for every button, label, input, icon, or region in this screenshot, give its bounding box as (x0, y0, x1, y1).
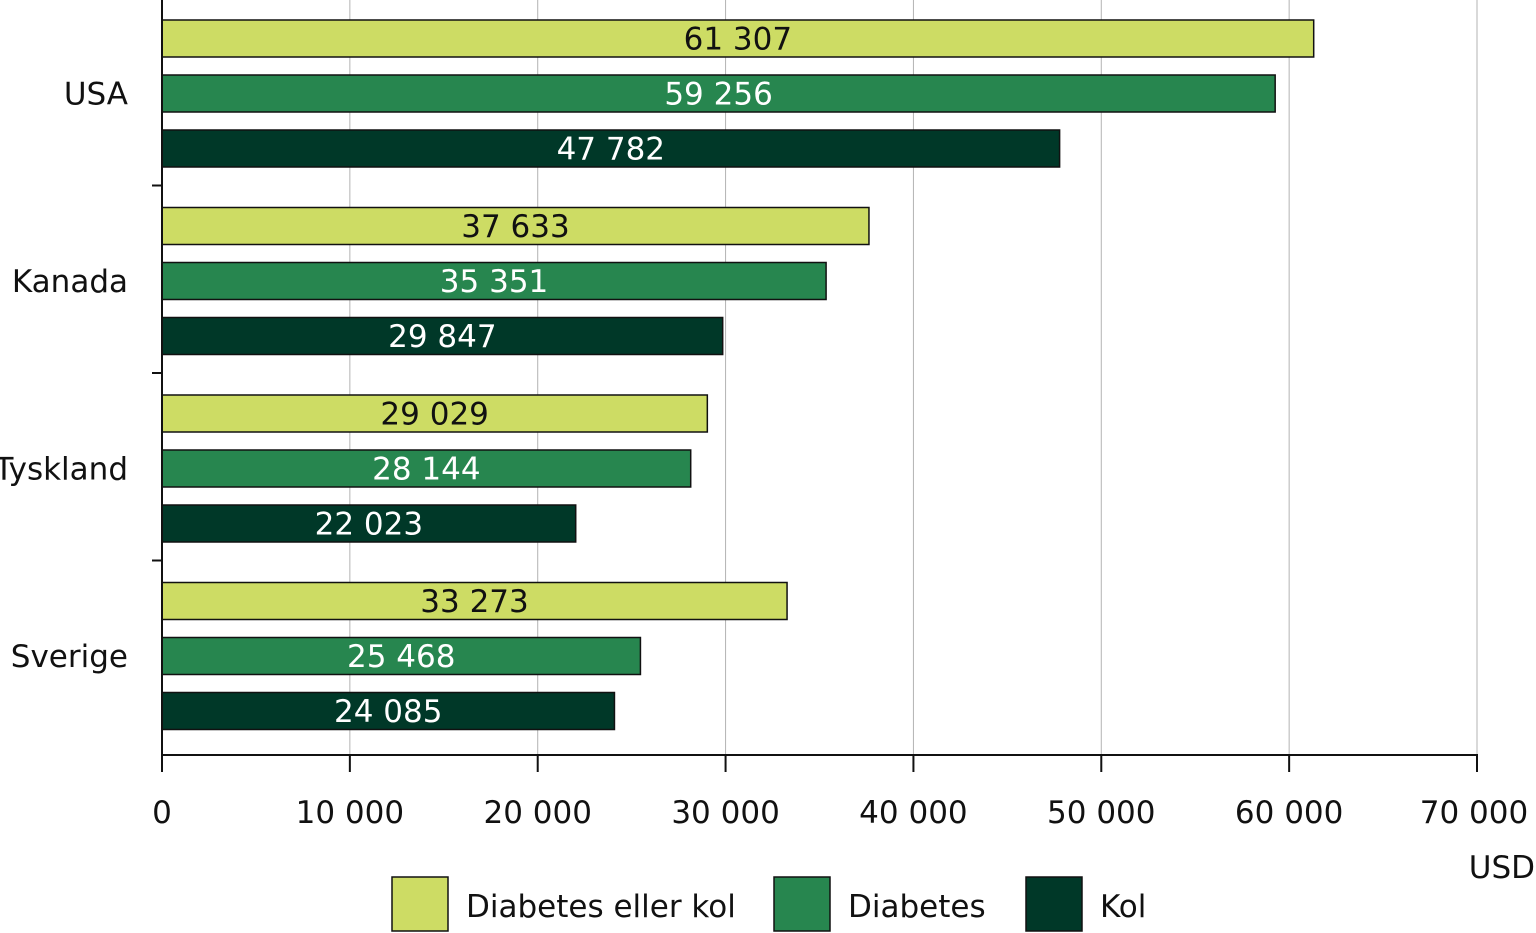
bar (161, 449, 692, 488)
gridlines (349, 0, 1478, 755)
bar-value-label: 61 307 (684, 22, 792, 58)
x-tick-label: 50 000 (1047, 795, 1155, 831)
category-label: Kanada (12, 264, 128, 300)
bars: 61 307 59 256 47 782 37 633 35 351 29 847 29 0… (161, 19, 1315, 731)
axes (152, 0, 1478, 772)
bar (161, 129, 1061, 168)
bar (161, 316, 724, 356)
bar-value-label: 47 782 (557, 132, 665, 168)
legend: Diabetes eller kol Diabetes Kol (391, 876, 1146, 932)
x-tick-label: 10 000 (296, 795, 404, 831)
legend-swatch (391, 876, 449, 932)
bar (161, 691, 616, 731)
bar-value-label: 29 029 (380, 397, 488, 433)
x-tick-label: 20 000 (483, 795, 591, 831)
bar (161, 394, 709, 433)
bar-value-label: 59 256 (664, 77, 772, 113)
legend-label: Kol (1100, 889, 1146, 925)
x-tick-labels: 0 10 000 20 000 30 000 40 000 50 000 60 000 70 … (152, 795, 1528, 831)
x-tick-label: 40 000 (859, 795, 967, 831)
bar-value-label: 25 468 (347, 639, 455, 675)
bar (161, 581, 788, 621)
bar-value-label: 37 633 (461, 209, 569, 245)
bar (161, 74, 1276, 113)
legend-label: Diabetes (848, 889, 986, 925)
bar (161, 636, 642, 676)
legend-swatch (773, 876, 831, 932)
category-labels: USA Kanada Tyskland Sverige (0, 77, 128, 676)
category-label: Tyskland (0, 452, 128, 488)
x-tick-label: 0 (152, 795, 172, 831)
bar-value-label: 29 847 (388, 319, 496, 355)
category-label: USA (64, 77, 128, 113)
bar (161, 261, 827, 301)
bar-value-label: 24 085 (334, 694, 442, 730)
x-tick-label: 30 000 (671, 795, 779, 831)
bar-value-label: 28 144 (372, 452, 480, 488)
bar-value-label: 22 023 (315, 507, 423, 543)
bar-value-label: 33 273 (420, 584, 528, 620)
x-tick-label: 60 000 (1235, 795, 1343, 831)
x-tick-label: 70 000 (1420, 795, 1528, 831)
category-label: Sverige (11, 639, 128, 675)
x-unit-label: USD (1469, 850, 1535, 886)
bar-value-label: 35 351 (440, 264, 548, 300)
legend-label: Diabetes eller kol (466, 889, 736, 925)
legend-swatch (1025, 876, 1083, 932)
